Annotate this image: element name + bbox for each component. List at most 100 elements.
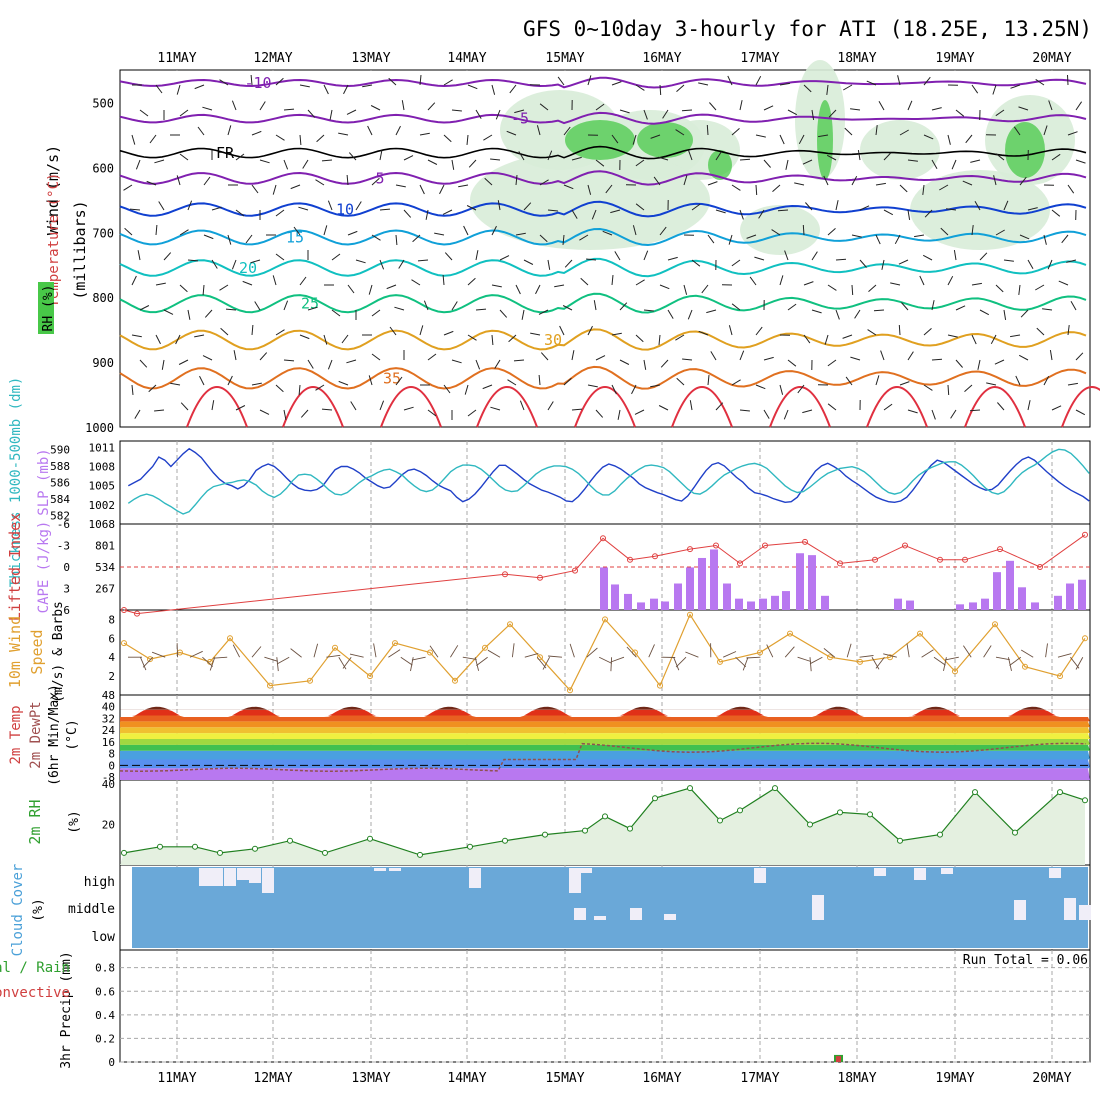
surface-wind-barb (252, 647, 261, 658)
surface-wind-barb (350, 654, 364, 657)
date-label: 18MAY (837, 51, 876, 66)
cape-bar (661, 601, 669, 610)
surface-wind-barb (1058, 654, 1072, 658)
cloud-mid-bar (594, 916, 606, 920)
wind-barb (803, 225, 804, 235)
cape-bar (698, 558, 706, 610)
surface-wind-barb (152, 652, 165, 657)
temperature-band (120, 707, 1090, 710)
panel-border (120, 950, 1090, 1062)
precip-legend-conv: Convective (0, 985, 70, 1001)
surface-wind-barb (291, 649, 302, 658)
cape-bar (1006, 561, 1014, 610)
surface-wind-barb (401, 657, 413, 665)
wind-speed-line (124, 615, 1085, 691)
temperature-band (120, 727, 1090, 733)
cloud-unit: (%) (31, 898, 46, 921)
cloud-high-bar (1049, 868, 1061, 878)
cape-bar (1031, 602, 1039, 610)
rh-area (120, 788, 1085, 865)
cape-tick: 801 (95, 540, 115, 553)
rh-label: RH (%) (41, 285, 56, 332)
surface-wind-barb (599, 657, 612, 663)
rh-point (628, 826, 633, 831)
isotherm-label: 5 (375, 169, 384, 187)
rh-point (653, 796, 658, 801)
wind-barb (948, 385, 949, 395)
thickness-tick: 588 (50, 460, 70, 473)
slp-ylabel: SLP (mb) (36, 448, 52, 515)
temperature-band (120, 721, 1090, 727)
date-label: 20MAY (1032, 1071, 1071, 1086)
wind-barb (899, 325, 900, 335)
surface-wind-barb (202, 657, 212, 666)
cape-bar (981, 599, 989, 610)
surface-wind-barb (343, 657, 351, 668)
surface-wind-barb (570, 644, 574, 657)
wind-barb (740, 159, 750, 160)
surface-wind-barb (785, 647, 794, 658)
surface-wind-barb (798, 657, 811, 661)
cape-bar (735, 599, 743, 610)
date-label: 14MAY (447, 51, 486, 66)
cape-bar (993, 572, 1001, 610)
date-label: 11MAY (157, 1071, 196, 1086)
wind-barb (778, 210, 788, 211)
cloud-high-bar (374, 868, 386, 871)
rh-point (898, 838, 903, 843)
cloud-high-bar (914, 868, 926, 880)
cloud-high-bar (569, 868, 581, 893)
date-label: 14MAY (447, 1071, 486, 1086)
cloud-high-bar (389, 868, 401, 871)
surface-wind-barb (743, 657, 748, 670)
surface-wind-barb (860, 656, 874, 658)
temperature-band (120, 760, 1090, 769)
cape-bar (637, 602, 645, 610)
date-label: 17MAY (740, 1071, 779, 1086)
cloud-mid-bar (630, 908, 642, 920)
precip-tick: 0.2 (95, 1032, 115, 1045)
temperature-band (120, 745, 1090, 751)
surface-wind-barb (264, 657, 277, 661)
cloud-high-bar (754, 868, 766, 883)
rh-point (808, 822, 813, 827)
cape-bar (1054, 596, 1062, 610)
cape-bar (969, 602, 977, 610)
surface-wind-barb (676, 657, 686, 667)
wind-barb (756, 185, 757, 195)
cloud-high-bar (224, 868, 236, 886)
thickness-tick: 586 (50, 477, 70, 490)
rh-unit: (%) (67, 810, 82, 833)
wind-ylabel-a: 10m Wind (6, 616, 24, 688)
date-label: 12MAY (253, 1071, 292, 1086)
cloud-mid-bar (1079, 905, 1091, 920)
surface-wind-barb (996, 657, 1010, 659)
precip-conv-bar (836, 1056, 841, 1062)
rh-core (1005, 122, 1045, 178)
surface-wind-barb (824, 648, 835, 657)
rh-point (218, 850, 223, 855)
wind-barb (970, 410, 980, 411)
date-label: 16MAY (642, 51, 681, 66)
surface-wind-barb (907, 643, 909, 657)
temp-ylabel-a: 2m Temp (8, 705, 24, 764)
panel-border (120, 610, 1090, 695)
rh-core (637, 122, 693, 158)
cloud-high-bar (469, 868, 481, 888)
cloud-ylabel: Cloud Cover (10, 864, 26, 957)
cape-bar (686, 567, 694, 610)
temperature-band (120, 768, 1090, 780)
surface-wind-barb (190, 651, 203, 657)
wind-barb (707, 125, 708, 135)
precip-tick: 0.6 (95, 985, 115, 998)
rh-point (1058, 790, 1063, 795)
isotherm-label: FR (216, 144, 235, 162)
rh-point (773, 786, 778, 791)
surface-wind-barb (685, 652, 698, 657)
